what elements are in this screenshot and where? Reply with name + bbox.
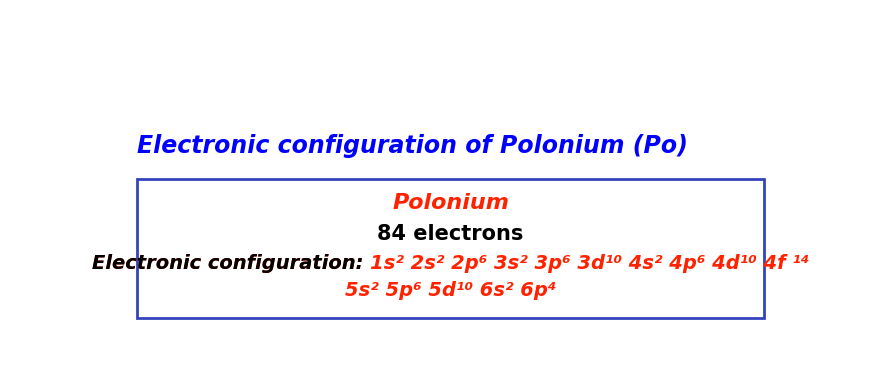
Text: 84 electrons: 84 electrons: [377, 224, 523, 244]
Text: Electronic configuration:: Electronic configuration:: [91, 254, 370, 273]
Text: 5s² 5p⁶ 5d¹⁰ 6s² 6p⁴: 5s² 5p⁶ 5d¹⁰ 6s² 6p⁴: [344, 281, 556, 300]
Text: Polonium: Polonium: [392, 193, 508, 213]
Text: Electronic configuration: 1s² 2s² 2p⁶ 3s² 3p⁶ 3d¹⁰ 4s² 4p⁶ 4d¹⁰ 4f ¹⁴: Electronic configuration: 1s² 2s² 2p⁶ 3s…: [91, 254, 809, 273]
Text: Electronic configuration of Polonium (Po): Electronic configuration of Polonium (Po…: [137, 134, 687, 159]
FancyBboxPatch shape: [137, 179, 763, 318]
